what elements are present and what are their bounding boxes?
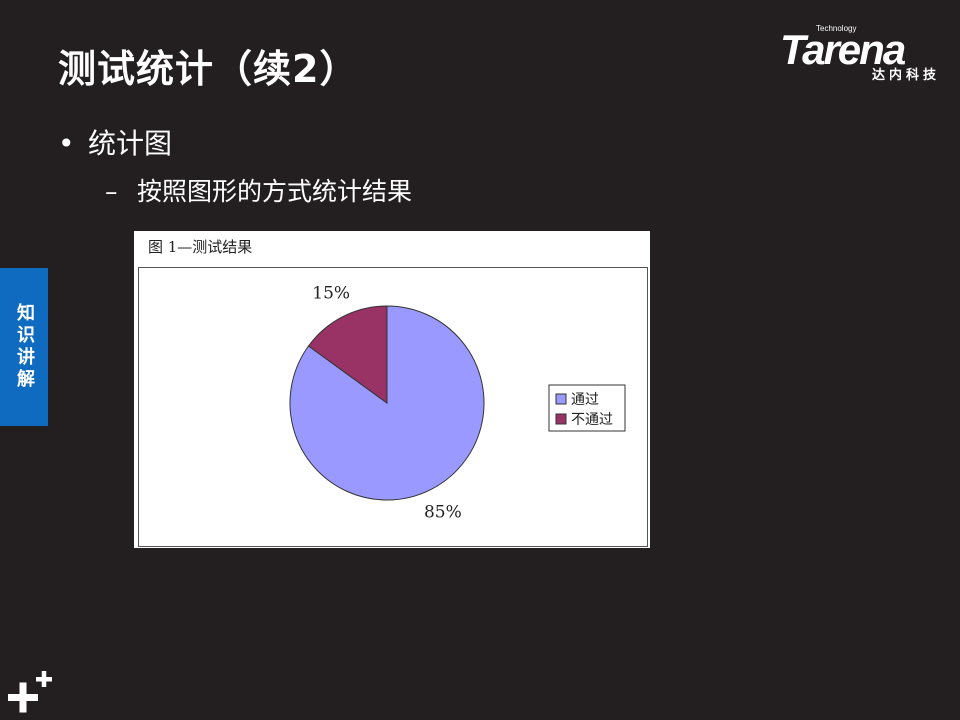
side-tab-knowledge: 知识讲解 <box>0 268 48 426</box>
chart-frame: 85% 15% 通过不通过 <box>138 267 648 547</box>
side-tab-label: 知识讲解 <box>14 303 35 391</box>
chart-figure: 图 1—测试结果 85% 15% 通过不通过 <box>134 231 650 548</box>
bullet-dot-icon: • <box>58 127 75 160</box>
pie-data-label-1: 15% <box>312 283 350 303</box>
logo-tagline: Technology <box>816 24 857 33</box>
pie-slice-1 <box>307 305 388 404</box>
plus-logo-icon <box>8 671 52 713</box>
bullet-dash-icon: – <box>105 177 118 206</box>
pie-data-label-0: 85% <box>424 503 462 523</box>
logo-brand: Tarena <box>780 26 906 73</box>
bullet-level1-text: 统计图 <box>88 127 173 160</box>
slide-title: 测试统计（续2） <box>58 47 359 91</box>
tarena-logo: Tarena Technology 达内科技 <box>780 22 950 84</box>
bullet-level2: – 按照图形的方式统计结果 <box>105 172 412 208</box>
bullet-level1: • 统计图 <box>58 122 172 162</box>
legend-swatch-0 <box>555 393 567 405</box>
figure-caption: 图 1—测试结果 <box>148 238 253 256</box>
legend-label-0: 通过 <box>571 392 599 408</box>
bullet-level2-text: 按照图形的方式统计结果 <box>137 177 413 206</box>
legend-swatch-1 <box>555 413 567 425</box>
logo-subtitle: 达内科技 <box>871 68 940 83</box>
legend-label-1: 不通过 <box>571 412 613 428</box>
